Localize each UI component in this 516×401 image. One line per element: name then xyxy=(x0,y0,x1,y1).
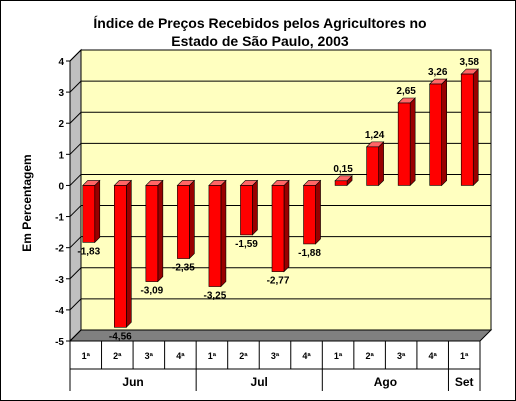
data-label: 0,15 xyxy=(333,164,353,175)
data-label: -1,59 xyxy=(235,239,258,250)
bar-side xyxy=(252,179,258,236)
x-group-label: Ago xyxy=(374,375,397,389)
y-tick-label: 0 xyxy=(58,181,64,192)
plot-floor xyxy=(68,329,493,342)
gridline-diag xyxy=(69,298,82,311)
bar-side xyxy=(189,179,195,260)
y-tick-label: -5 xyxy=(55,337,64,348)
data-label: 1,24 xyxy=(365,130,385,141)
y-tick-label: -2 xyxy=(55,244,64,255)
chart-title-line-2: Estado de São Paulo, 2003 xyxy=(171,33,349,49)
x-tick-label: 1ª xyxy=(460,351,469,361)
y-tick-label: 1 xyxy=(58,150,64,161)
bar-side xyxy=(441,78,447,187)
bar xyxy=(429,83,442,186)
gridline-diag xyxy=(69,174,82,186)
bar xyxy=(208,185,222,287)
bar xyxy=(82,185,96,243)
x-tick-label: 1ª xyxy=(82,351,91,361)
bar-side xyxy=(378,141,384,187)
data-label: 3,26 xyxy=(428,67,448,78)
chart-title: Índice de Preços Recebidos pelos Agricul… xyxy=(60,14,460,50)
bar-side xyxy=(94,179,101,244)
x-tick-label: 2ª xyxy=(365,351,374,361)
gridline-diag xyxy=(69,49,82,62)
data-label: -1,83 xyxy=(77,246,100,257)
y-tick-label: -3 xyxy=(55,275,64,286)
x-tick-label: 3ª xyxy=(145,351,154,361)
y-tick-label: 2 xyxy=(58,119,64,130)
bar xyxy=(145,185,159,282)
gridline-diag xyxy=(69,205,82,217)
data-label: 3,58 xyxy=(459,57,479,68)
bar-side xyxy=(126,179,132,329)
bar xyxy=(334,180,348,186)
x-group-label: Set xyxy=(455,375,474,389)
chart-title-line-1: Índice de Preços Recebidos pelos Agricul… xyxy=(93,15,427,31)
gridline-diag xyxy=(69,142,82,155)
x-tick-label: 4ª xyxy=(302,351,311,361)
y-tick-label: -1 xyxy=(55,213,64,224)
x-tick-label: 2ª xyxy=(239,351,248,361)
bar-side xyxy=(157,179,164,283)
data-label: -3,25 xyxy=(204,291,227,302)
x-tick-label: 4ª xyxy=(429,351,438,361)
gridline-diag xyxy=(69,80,82,93)
bar-side xyxy=(315,179,321,245)
data-label: -4,56 xyxy=(109,331,132,342)
bar xyxy=(271,185,285,272)
bar-side xyxy=(409,97,416,187)
data-label: -3,09 xyxy=(140,286,163,297)
plot-side-wall xyxy=(69,48,82,343)
x-group-label: Jun xyxy=(122,375,143,389)
x-tick-label: 4ª xyxy=(176,351,185,361)
gridline-diag xyxy=(69,267,82,280)
gridline-diag xyxy=(69,111,82,124)
data-label: -2,35 xyxy=(172,263,195,274)
bar xyxy=(460,73,474,186)
x-tick-label: 3ª xyxy=(397,351,406,361)
x-tick-label: 3ª xyxy=(271,351,280,361)
x-tick-label: 1ª xyxy=(334,351,343,361)
bar-side xyxy=(283,179,290,273)
gridline-diag xyxy=(69,329,82,342)
bar xyxy=(397,102,411,186)
data-label: -2,77 xyxy=(267,276,290,287)
bar-side xyxy=(472,68,479,187)
bar-side xyxy=(220,179,227,288)
gridline-diag xyxy=(69,236,82,249)
x-tick-label: 2ª xyxy=(113,351,122,361)
x-group-label: Jul xyxy=(251,375,268,389)
bar xyxy=(177,185,190,259)
data-label: 2,65 xyxy=(396,86,416,97)
bar xyxy=(303,185,316,245)
y-tick-label: 4 xyxy=(58,57,64,68)
data-label: -1,88 xyxy=(298,248,321,259)
bar xyxy=(366,146,379,186)
x-tick-label: 1ª xyxy=(208,351,217,361)
bar xyxy=(240,185,253,236)
y-tick-label: 3 xyxy=(58,88,64,99)
bar xyxy=(114,185,127,328)
y-tick-label: -4 xyxy=(55,306,64,317)
